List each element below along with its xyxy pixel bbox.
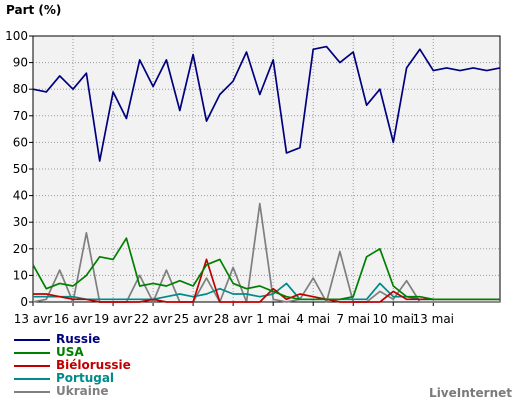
legend-swatch bbox=[14, 351, 50, 354]
legend: Russie USA Biélorussie Portugal Ukraine bbox=[14, 333, 131, 398]
y-tick-label: 100 bbox=[5, 29, 28, 43]
series-line-bielorussie bbox=[33, 258, 500, 303]
plot-border bbox=[32, 35, 501, 303]
x-tick-label: 1 mai bbox=[256, 312, 290, 326]
x-tick-label: 4 mai bbox=[296, 312, 330, 326]
x-tick-label: 13 mai bbox=[413, 312, 454, 326]
x-tick-label: 7 mai bbox=[336, 312, 370, 326]
plot-area: 0 10 20 30 40 50 60 70 80 90 100 13 avr 16 avr 19 avr… bbox=[5, 29, 501, 326]
x-tick-label: 10 mai bbox=[373, 312, 414, 326]
y-tick-label: 10 bbox=[13, 268, 28, 282]
legend-swatch bbox=[14, 377, 50, 380]
legend-item: Biélorussie bbox=[14, 359, 131, 372]
y-tick-label: 50 bbox=[13, 162, 28, 176]
y-tick-label: 80 bbox=[13, 82, 28, 96]
y-tick-label: 60 bbox=[13, 135, 28, 149]
series-line-russie bbox=[32, 45, 501, 162]
x-tick-label: 16 avr bbox=[54, 312, 93, 326]
brand-label: LiveInternet bbox=[429, 386, 512, 400]
y-tick-label: 30 bbox=[13, 215, 28, 229]
legend-item: Ukraine bbox=[14, 385, 131, 398]
y-axis-title: Part (%) bbox=[6, 3, 62, 17]
legend-label: Portugal bbox=[56, 371, 115, 385]
y-tick-label: 20 bbox=[13, 242, 28, 256]
x-tick-label: 19 avr bbox=[94, 312, 133, 326]
legend-swatch bbox=[14, 338, 50, 341]
legend-item: Russie bbox=[14, 333, 131, 346]
plot-background bbox=[33, 36, 500, 302]
legend-label: Russie bbox=[56, 332, 101, 346]
legend-item: USA bbox=[14, 346, 131, 359]
x-tick-label: 13 avr bbox=[14, 312, 53, 326]
legend-item: Portugal bbox=[14, 372, 131, 385]
y-tick-label: 70 bbox=[13, 109, 28, 123]
y-tick-label: 40 bbox=[13, 189, 28, 203]
x-tick-label: 25 avr bbox=[174, 312, 213, 326]
y-tick-label: 90 bbox=[13, 56, 28, 70]
legend-label: USA bbox=[56, 345, 84, 359]
series-line-usa bbox=[32, 237, 500, 301]
legend-label: Ukraine bbox=[56, 384, 109, 398]
legend-label: Biélorussie bbox=[56, 358, 131, 372]
y-tick-label: 0 bbox=[20, 295, 28, 309]
x-tick-label: 28 avr bbox=[214, 312, 253, 326]
legend-swatch bbox=[14, 364, 50, 367]
legend-swatch bbox=[14, 390, 50, 393]
x-tick-label: 22 avr bbox=[134, 312, 173, 326]
